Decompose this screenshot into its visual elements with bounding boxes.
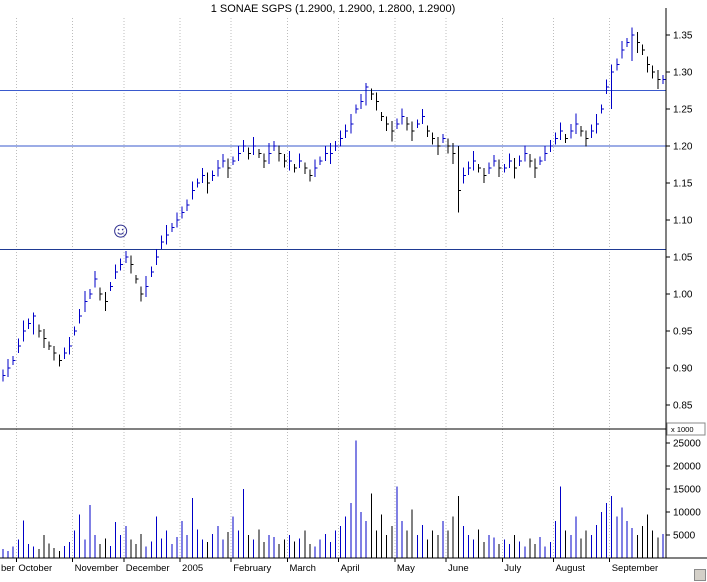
scrollbar-corner[interactable]	[694, 569, 706, 581]
month-gridlines	[15, 18, 611, 558]
month-label: February	[233, 563, 271, 574]
month-label: ber	[1, 563, 15, 574]
volume-unit-label: x 1000	[671, 425, 694, 434]
volume-tick-label: 25000	[673, 439, 701, 450]
month-label: October	[18, 563, 52, 574]
price-tick-label: 0.90	[673, 364, 693, 375]
price-tick-label: 1.00	[673, 290, 693, 301]
smiley-annotation	[114, 224, 128, 238]
month-label: September	[612, 563, 658, 574]
month-label: July	[504, 563, 521, 574]
price-tick-label: 1.05	[673, 253, 693, 264]
price-tick-label: 1.15	[673, 179, 693, 190]
volume-tick-label: 10000	[673, 508, 701, 519]
price-tick-label: 0.95	[673, 327, 693, 338]
volume-tick-label: 20000	[673, 462, 701, 473]
price-tick-label: 1.10	[673, 216, 693, 227]
price-tick-label: 1.25	[673, 105, 693, 116]
price-tick-label: 0.85	[673, 401, 693, 412]
price-tick-label: 1.30	[673, 68, 693, 79]
month-label: June	[448, 563, 469, 574]
volume-tick-label: 5000	[673, 531, 696, 542]
volume-tick-label: 15000	[673, 485, 701, 496]
month-label: August	[555, 563, 585, 574]
month-label: March	[289, 563, 315, 574]
price-tick-label: 1.20	[673, 142, 693, 153]
trend-lines	[0, 90, 666, 251]
chart-title: 1 SONAE SGPS (1.2900, 1.2900, 1.2800, 1.…	[210, 3, 456, 15]
volume-bars	[2, 440, 664, 558]
month-label: April	[341, 563, 360, 574]
volume-unit-box	[666, 422, 706, 436]
price-tick-label: 1.35	[673, 31, 693, 42]
month-label: December	[126, 563, 170, 574]
month-label: November	[75, 563, 119, 574]
month-label: May	[397, 563, 415, 574]
axis-labels: 1.35 1.30 1.25 1.20 1.15 1.10 1.05 1.00 0.95 0.90…	[1, 31, 701, 575]
price-bars	[2, 27, 666, 382]
month-label: 2005	[182, 563, 203, 574]
